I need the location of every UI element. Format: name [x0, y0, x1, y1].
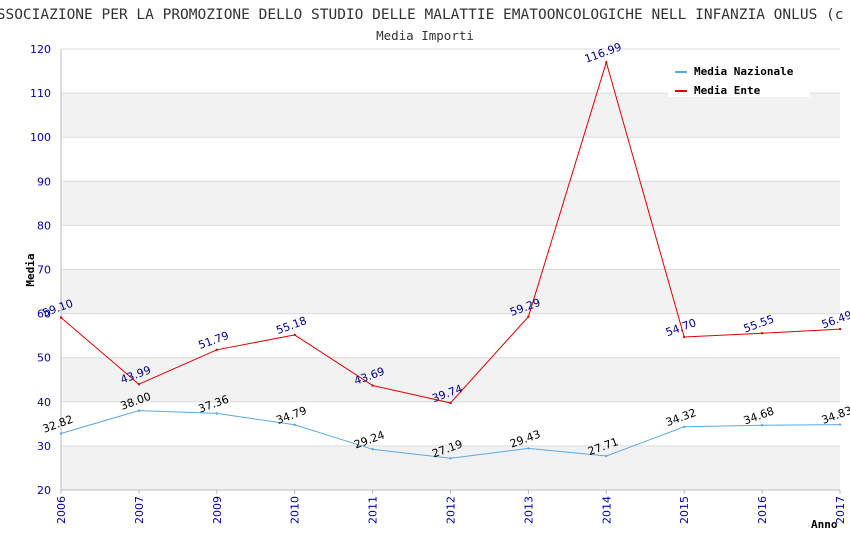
- x-axis-label: Anno: [811, 518, 838, 531]
- data-label: 59.10: [41, 297, 75, 320]
- y-axis-label: Media: [24, 253, 37, 286]
- grid-band: [61, 93, 840, 138]
- y-tick-labels: 20 30 40 50 60 70 80 90 100 110 120: [30, 43, 51, 497]
- data-point: [760, 424, 764, 427]
- x-tick-label: 2006: [55, 496, 68, 524]
- x-tick-label: 2014: [600, 496, 613, 524]
- data-label: 55.55: [742, 312, 776, 335]
- y-tick-label: 90: [37, 175, 51, 188]
- data-point: [683, 425, 686, 429]
- data-point: [371, 448, 374, 451]
- legend-label-media-nazionale: Media Nazionale: [694, 65, 794, 78]
- data-label: 55.18: [274, 314, 308, 337]
- axes: [60, 49, 841, 494]
- y-tick-label: 120: [30, 43, 51, 56]
- y-tick-label: 30: [37, 440, 51, 453]
- y-tick-label: 60: [37, 308, 51, 321]
- data-label: 34.32: [664, 406, 698, 429]
- x-tick-label: 2009: [211, 496, 224, 524]
- data-point: [137, 383, 141, 386]
- x-tick-label: 2016: [756, 496, 769, 524]
- data-label: 34.68: [742, 404, 776, 427]
- data-point: [371, 384, 374, 387]
- data-label: 34.79: [274, 404, 308, 427]
- data-point: [449, 457, 452, 460]
- legend: Media Nazionale Media Ente: [668, 59, 810, 97]
- grid-band: [61, 445, 840, 490]
- data-point: [760, 332, 764, 335]
- x-tick-label: 2012: [445, 496, 458, 524]
- x-tick-label: 2011: [367, 496, 380, 524]
- data-point: [838, 327, 842, 331]
- data-point: [215, 412, 218, 415]
- grid-band: [61, 357, 840, 402]
- y-tick-label: 110: [30, 87, 51, 100]
- y-tick-label: 50: [37, 352, 51, 365]
- data-point: [605, 61, 608, 64]
- x-tick-labels: 2006 2007 2009 2010 2011 2012 2013 2014 2015 2016…: [55, 496, 847, 524]
- x-tick-label: 2017: [834, 496, 847, 524]
- data-label: 54.70: [664, 316, 698, 339]
- background-bands: [61, 93, 840, 490]
- data-point: [527, 315, 530, 318]
- data-point: [59, 316, 63, 319]
- gridlines: [61, 48, 840, 491]
- x-tick-label: 2015: [678, 496, 691, 524]
- chart-subtitle: Media Importi: [376, 28, 474, 43]
- chart-title: ASSOCIAZIONE PER LA PROMOZIONE DELLO STU…: [0, 7, 844, 23]
- data-point: [293, 423, 296, 426]
- y-tick-label: 40: [37, 396, 51, 409]
- y-tick-label: 20: [37, 484, 51, 497]
- data-point: [293, 333, 296, 337]
- x-tick-label: 2010: [289, 496, 302, 524]
- y-tick-label: 80: [37, 219, 51, 232]
- data-point: [215, 348, 218, 352]
- y-tick-label: 70: [37, 264, 51, 277]
- data-label: 34.83: [820, 404, 850, 427]
- data-point: [59, 432, 63, 435]
- series-lines: [59, 60, 842, 460]
- x-tick-label: 2013: [522, 496, 535, 524]
- data-label: 116.99: [583, 40, 624, 65]
- data-point: [527, 447, 530, 450]
- x-tick-label: 2007: [133, 496, 146, 524]
- grid-band: [61, 181, 840, 226]
- data-label: 32.82: [41, 413, 75, 436]
- data-point: [449, 401, 452, 405]
- data-point: [137, 409, 141, 412]
- legend-box: [668, 59, 810, 97]
- data-point: [683, 335, 686, 339]
- data-point: [838, 423, 842, 426]
- legend-label-media-ente: Media Ente: [694, 84, 761, 97]
- data-point: [605, 454, 608, 458]
- grid-band: [61, 269, 840, 314]
- y-tick-label: 100: [30, 131, 51, 144]
